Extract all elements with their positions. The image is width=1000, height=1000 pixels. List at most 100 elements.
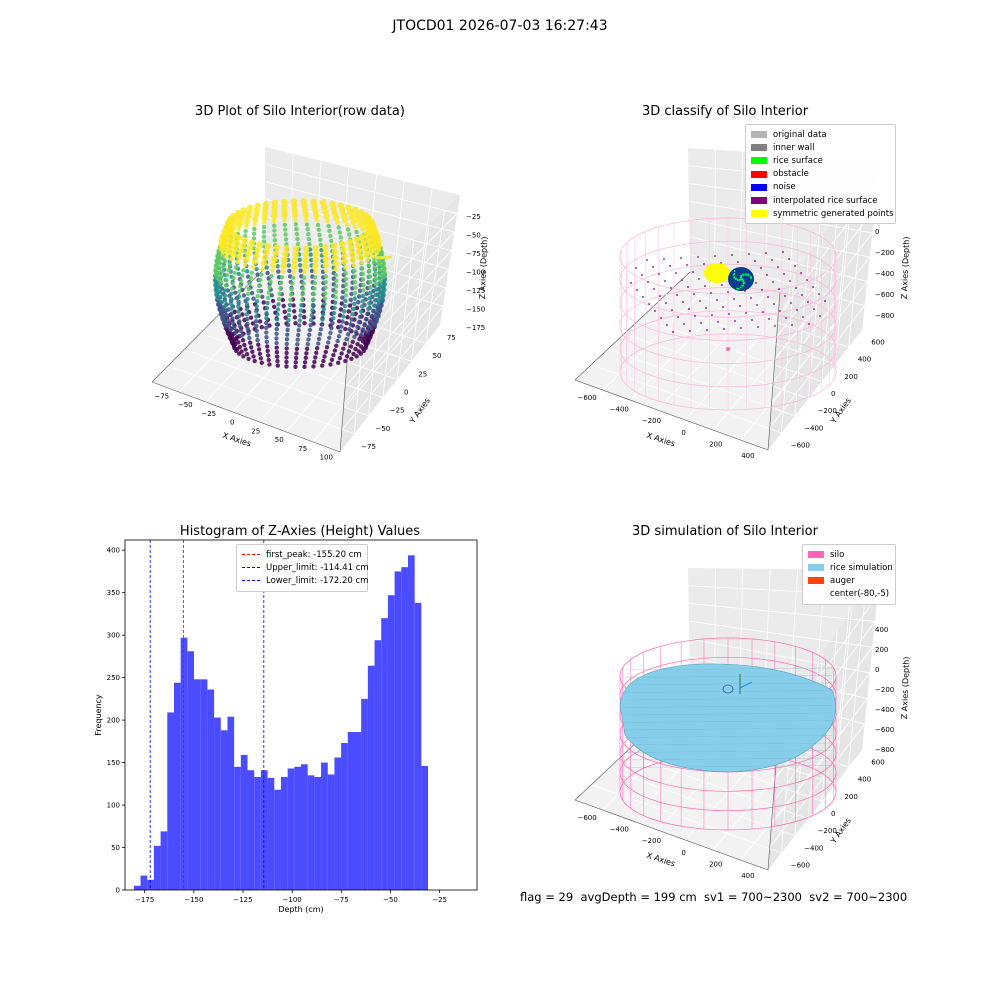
data-point (345, 315, 350, 320)
x-axis-label: X Axies (645, 431, 676, 449)
data-point (284, 242, 289, 247)
data-point (322, 255, 329, 263)
data-point (228, 269, 233, 274)
data-point (362, 212, 369, 219)
data-point (313, 269, 318, 274)
data-point (374, 317, 379, 322)
data-point (260, 294, 265, 299)
interpolated-point (721, 284, 723, 286)
data-point (223, 283, 228, 288)
data-point (358, 233, 366, 241)
data-point (214, 279, 220, 285)
data-point (222, 259, 228, 264)
interpolated-point (727, 291, 729, 293)
symmetric-points (704, 263, 730, 283)
data-point (261, 210, 268, 217)
data-point (368, 220, 375, 227)
data-point (352, 280, 358, 285)
data-point (312, 262, 319, 270)
data-point (267, 285, 272, 290)
data-point (320, 269, 326, 274)
data-point (372, 235, 379, 242)
legend-label: rice surface (773, 155, 823, 166)
tick-label: 25 (251, 427, 260, 435)
legend-swatch (808, 591, 824, 598)
data-point (225, 218, 232, 226)
data-point (340, 211, 347, 219)
data-point (327, 335, 332, 340)
data-point (243, 347, 248, 352)
interpolated-point (765, 252, 767, 254)
data-point (308, 323, 313, 328)
data-point (340, 252, 348, 260)
x-tick-label: −50 (383, 896, 398, 904)
axis-pane (575, 272, 862, 450)
data-point (277, 280, 283, 285)
data-point (371, 309, 376, 314)
grid-line (339, 167, 349, 293)
legend-item: noise (751, 181, 890, 194)
data-point (226, 307, 231, 312)
data-point (361, 282, 366, 288)
data-point (248, 275, 253, 281)
data-point (367, 331, 372, 336)
data-point (225, 288, 231, 293)
data-point (281, 212, 288, 219)
data-point (372, 238, 378, 244)
data-point (380, 256, 386, 261)
data-point (345, 227, 351, 232)
data-point (217, 307, 222, 312)
data-point (302, 257, 309, 264)
data-point (339, 324, 344, 329)
data-point (375, 306, 380, 312)
interpolated-point (802, 316, 804, 318)
data-point (274, 322, 280, 327)
data-point (357, 288, 363, 293)
histogram-bar (407, 555, 415, 890)
data-point (349, 329, 354, 334)
grid-line (200, 332, 383, 398)
tick-label: 25 (418, 370, 427, 378)
axis-pane (265, 147, 460, 325)
data-point (323, 279, 328, 285)
interpolated-point (697, 256, 699, 258)
grid-line (353, 284, 368, 434)
data-point (241, 331, 246, 336)
classify-legend: original data inner wall rice surface obsta… (745, 124, 896, 225)
data-point (226, 329, 231, 334)
data-point (368, 333, 373, 338)
data-point (311, 315, 316, 320)
data-point (243, 229, 248, 234)
rice-mesh-line (624, 705, 833, 708)
data-point (274, 336, 279, 341)
data-point (221, 244, 228, 251)
axis-line (574, 271, 691, 381)
data-point (351, 351, 356, 357)
data-point (366, 263, 371, 269)
data-point (366, 227, 373, 235)
data-point (252, 211, 260, 219)
tick-label: −175 (466, 324, 485, 332)
data-point (368, 247, 375, 255)
axis-line (151, 267, 266, 383)
data-point (296, 252, 302, 257)
data-point (287, 302, 293, 308)
data-point (356, 349, 361, 354)
data-point (238, 284, 243, 289)
data-point (331, 288, 336, 293)
data-point (222, 296, 227, 302)
data-point (248, 285, 253, 290)
data-point (316, 341, 321, 346)
data-point (244, 263, 249, 269)
data-point (372, 230, 379, 237)
rice-surface-point (742, 273, 745, 276)
data-point (310, 285, 316, 291)
data-point (246, 286, 251, 291)
legend-item: inner wall (751, 141, 890, 154)
tick-label: −25 (201, 410, 216, 418)
data-point (343, 282, 349, 287)
data-point (222, 267, 227, 272)
interpolated-point (778, 288, 780, 290)
data-point (235, 346, 240, 352)
legend-item: original data (751, 128, 890, 141)
